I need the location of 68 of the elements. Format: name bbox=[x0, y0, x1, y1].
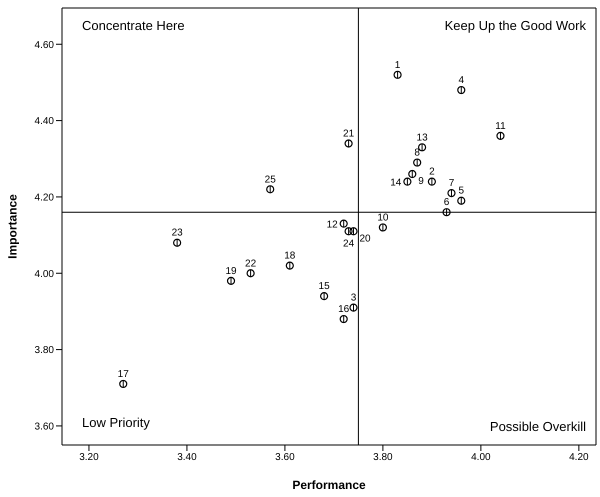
point bbox=[442, 208, 451, 216]
x-tick-label: 3.20 bbox=[79, 452, 100, 464]
point bbox=[378, 223, 387, 232]
annotation: Concentrate Here bbox=[82, 18, 185, 33]
y-tick-label: 3.80 bbox=[34, 345, 54, 356]
annotation: 9 bbox=[418, 176, 424, 188]
annotation: 20 bbox=[359, 233, 372, 244]
annotation: Possible Overkill bbox=[490, 419, 586, 434]
x-tick-label: 3.40 bbox=[177, 452, 198, 464]
annotation: 11 bbox=[495, 120, 506, 132]
annotation: 15 bbox=[318, 281, 330, 292]
point bbox=[340, 220, 348, 228]
x-tick-label: 4.00 bbox=[471, 452, 492, 464]
point bbox=[344, 139, 353, 148]
annotation: 13 bbox=[416, 132, 428, 144]
point bbox=[447, 189, 456, 198]
annotation: 21 bbox=[343, 128, 355, 140]
y-tick-label: 3.60 bbox=[34, 421, 54, 432]
point bbox=[286, 262, 294, 270]
annotation: 16 bbox=[338, 304, 350, 316]
point bbox=[349, 304, 358, 312]
x-tick-label: 4.20 bbox=[569, 452, 590, 464]
y-tick-label: 4.20 bbox=[34, 192, 54, 204]
point bbox=[457, 196, 466, 205]
annotation: 18 bbox=[284, 250, 296, 262]
annotation: 22 bbox=[245, 258, 257, 270]
annotation: 19 bbox=[225, 266, 238, 277]
annotation: 1 bbox=[394, 60, 401, 71]
point bbox=[119, 380, 128, 388]
annotation: 25 bbox=[264, 174, 276, 186]
annotation: 12 bbox=[326, 220, 338, 231]
annotation: Keep Up the Good Work bbox=[444, 18, 586, 33]
annotation: 10 bbox=[377, 212, 389, 224]
point bbox=[393, 70, 402, 79]
point bbox=[408, 170, 416, 178]
x-tick-label: 3.60 bbox=[275, 452, 296, 464]
annotation: 23 bbox=[172, 228, 184, 239]
point bbox=[457, 86, 466, 94]
annotation: 8 bbox=[414, 148, 420, 159]
annotation: 7 bbox=[448, 178, 455, 190]
point bbox=[496, 132, 505, 140]
point bbox=[266, 185, 274, 194]
annotation: 6 bbox=[444, 197, 450, 208]
point bbox=[428, 178, 436, 186]
annotation: 5 bbox=[458, 186, 464, 197]
annotation: 14 bbox=[390, 178, 402, 189]
point bbox=[173, 238, 182, 247]
point bbox=[349, 227, 358, 236]
annotation: 17 bbox=[118, 368, 130, 380]
annotation: 3 bbox=[350, 292, 357, 304]
y-tick-label: 4.40 bbox=[34, 116, 54, 128]
y-tick-label: 4.00 bbox=[34, 268, 54, 280]
x-tick-label: 3.80 bbox=[373, 452, 394, 464]
point bbox=[226, 276, 236, 285]
point bbox=[413, 158, 422, 167]
point bbox=[403, 178, 412, 186]
point bbox=[246, 269, 255, 278]
point bbox=[418, 143, 426, 152]
annotation: 24 bbox=[343, 238, 355, 250]
annotation: 2 bbox=[429, 166, 436, 178]
y-axis-title: Importance bbox=[5, 194, 20, 259]
point bbox=[320, 292, 328, 300]
x-axis-title: Performance bbox=[292, 478, 366, 492]
point bbox=[340, 314, 348, 324]
point bbox=[344, 227, 353, 236]
y-tick-label: 4.60 bbox=[34, 40, 54, 51]
annotation: 4 bbox=[458, 75, 464, 86]
annotation: Low Priority bbox=[82, 415, 150, 430]
